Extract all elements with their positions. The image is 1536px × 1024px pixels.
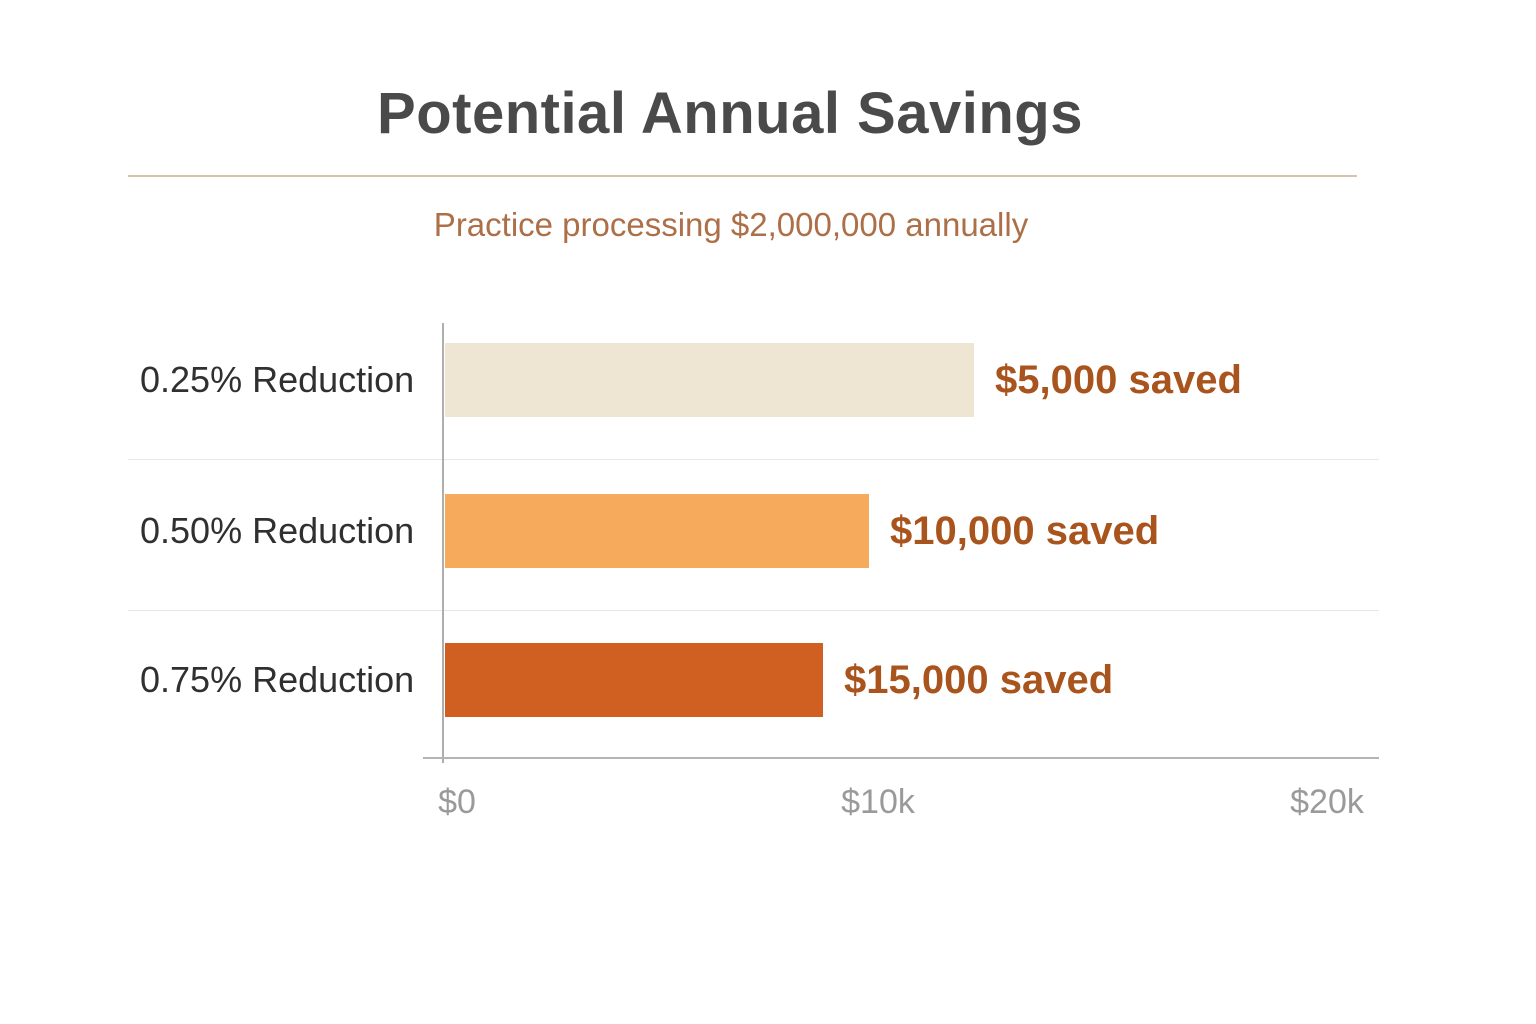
category-label: 0.25% Reduction — [140, 359, 415, 400]
x-tick-label: $0 — [438, 783, 476, 821]
y-axis-line — [442, 323, 444, 763]
category-label: 0.50% Reduction — [140, 510, 415, 551]
bar-row: $5,000 saved — [445, 343, 1242, 417]
bar-value-label: $5,000 saved — [995, 357, 1242, 402]
bar-value-label: $15,000 saved — [844, 657, 1114, 702]
row-separator — [128, 459, 1379, 460]
x-axis-line — [423, 757, 1379, 759]
bar-row: $10,000 saved — [445, 494, 1159, 568]
x-tick-label: $20k — [1290, 783, 1364, 821]
bar-0.75-percent — [445, 643, 823, 717]
row-separator — [128, 610, 1379, 611]
category-label: 0.75% Reduction — [140, 659, 415, 700]
bar-value-label: $10,000 saved — [890, 508, 1160, 553]
chart-subtitle: Practice processing $2,000,000 annually — [433, 206, 1029, 243]
title-divider — [128, 175, 1357, 177]
x-tick-label: $10k — [841, 783, 915, 821]
bar-0.25-percent — [445, 343, 974, 417]
bar-row: $15,000 saved — [445, 643, 1113, 717]
bar-0.50-percent — [445, 494, 869, 568]
chart-title: Potential Annual Savings — [377, 81, 1083, 146]
